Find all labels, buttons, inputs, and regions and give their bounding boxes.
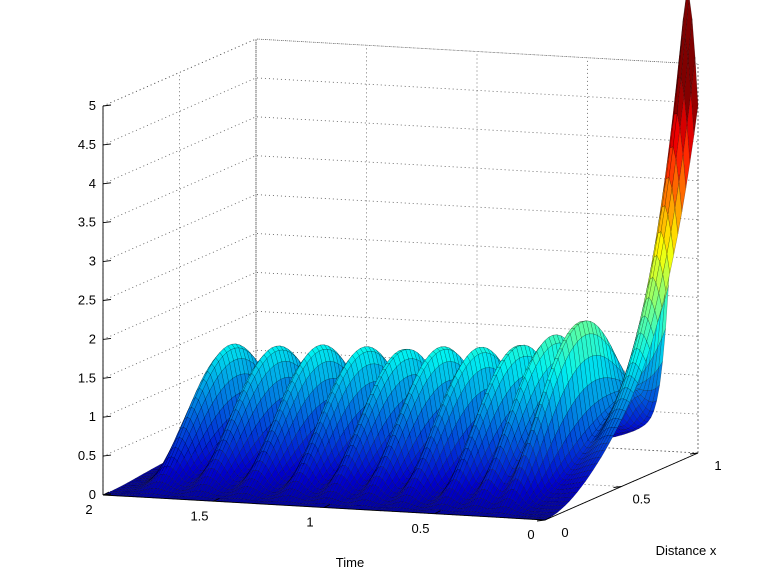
surface-layer	[102, 0, 699, 521]
z-grid-line	[102, 116, 699, 185]
z-grid-line	[102, 77, 699, 146]
z-grid-line	[102, 155, 699, 224]
z-grid-line	[102, 194, 699, 262]
z-grid-line	[102, 38, 699, 107]
z-grid-line	[102, 271, 699, 340]
z-grid-line	[102, 233, 699, 301]
